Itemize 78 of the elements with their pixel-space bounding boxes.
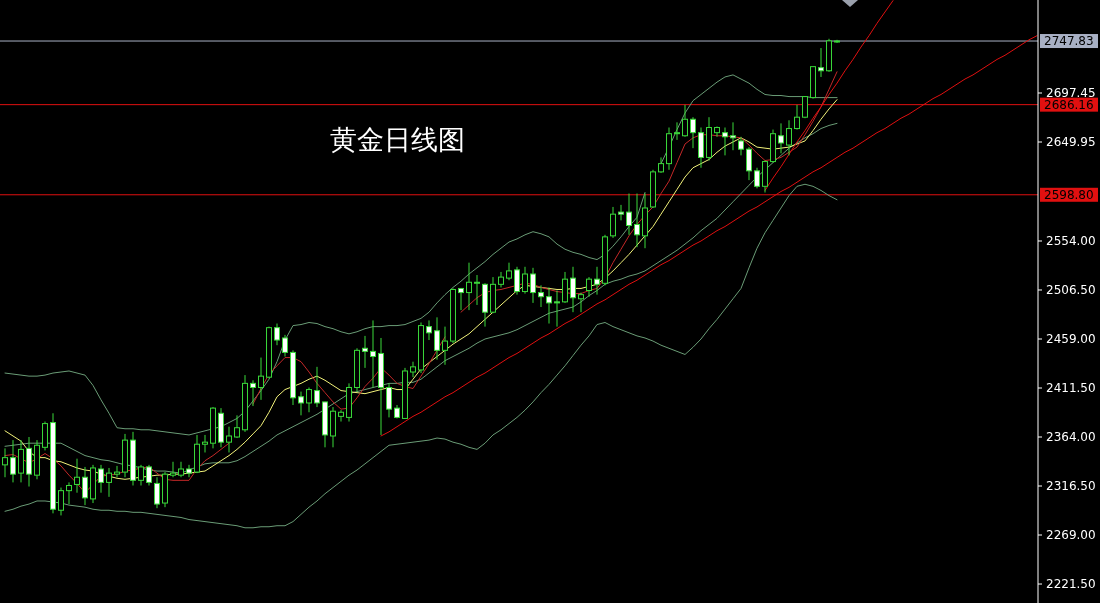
candlestick (370, 319, 376, 388)
candlestick (610, 206, 616, 239)
candlestick (226, 426, 232, 453)
candlestick (82, 466, 88, 506)
candlestick (730, 121, 736, 151)
candlestick (466, 262, 472, 311)
candlestick (250, 379, 256, 407)
y-tick-label: 2364.00 (1046, 430, 1096, 445)
candlestick (10, 439, 16, 483)
candlestick (74, 458, 80, 494)
candlestick (98, 464, 104, 494)
candlestick (738, 136, 744, 156)
candlestick (538, 284, 544, 308)
candlestick (754, 167, 760, 189)
y-tick-label: 2506.50 (1046, 283, 1096, 298)
candlestick (58, 487, 64, 516)
candlestick (682, 104, 688, 138)
candlestick (66, 481, 72, 505)
candlestick (442, 326, 448, 366)
y-tick-label: 2269.00 (1046, 528, 1096, 543)
candlestick (282, 334, 288, 358)
ref-line-label: 2598.80 (1044, 187, 1094, 202)
candlestick (362, 335, 368, 369)
candlestick (170, 461, 176, 478)
candlestick (778, 122, 784, 154)
candlestick (634, 193, 640, 248)
text: 黄金日线图 (329, 124, 465, 155)
candlestick (386, 382, 392, 418)
candlestick (274, 323, 280, 346)
y-tick-label: 2649.95 (1046, 135, 1096, 150)
candlestick (522, 266, 528, 295)
candlestick (138, 464, 144, 486)
candlestick (42, 421, 48, 451)
y-tick-label: 2459.00 (1046, 332, 1096, 347)
candlestick (338, 409, 344, 423)
candlestick (554, 290, 560, 328)
candlestick (626, 193, 632, 236)
candlestick (314, 366, 320, 408)
line-series (4, 183, 838, 529)
candlestick (258, 357, 264, 401)
y-tick-label: 2221.50 (1046, 577, 1096, 592)
candlestick (202, 434, 208, 453)
candlestick (474, 274, 480, 306)
candlestick (586, 276, 592, 298)
y-tick-label: 2411.50 (1046, 381, 1096, 396)
candlestick (786, 119, 792, 156)
candlestick (178, 461, 184, 478)
candlestick (562, 271, 568, 304)
candlestick (690, 116, 696, 149)
candlestick (530, 267, 536, 304)
candlestick (818, 47, 824, 78)
candlestick (434, 316, 440, 361)
ref-line-label: 2747.83 (1044, 34, 1094, 49)
candlestick (426, 319, 432, 341)
candlestick (674, 121, 680, 141)
candlestick (546, 286, 552, 325)
candlestick (410, 361, 416, 378)
candlestick (514, 266, 520, 296)
candlestick (722, 127, 728, 156)
candlestick (306, 386, 312, 413)
candlestick (794, 104, 800, 131)
candlestick (578, 292, 584, 313)
candlestick (618, 204, 624, 221)
candlestick (570, 266, 576, 313)
candlestick (298, 391, 304, 416)
candlestick (2, 447, 8, 478)
y-tick-label: 2316.50 (1046, 479, 1096, 494)
candlestick (186, 464, 192, 478)
candlestick (18, 439, 24, 483)
candlestick (594, 266, 600, 296)
candlestick (146, 464, 152, 486)
candlestick (714, 125, 720, 138)
candlestick (106, 467, 112, 498)
candlestick (114, 465, 120, 478)
candlestick (154, 476, 160, 509)
candlestick (746, 146, 752, 181)
candlestick (458, 287, 464, 311)
y-tick-label: 2554.00 (1046, 234, 1096, 249)
